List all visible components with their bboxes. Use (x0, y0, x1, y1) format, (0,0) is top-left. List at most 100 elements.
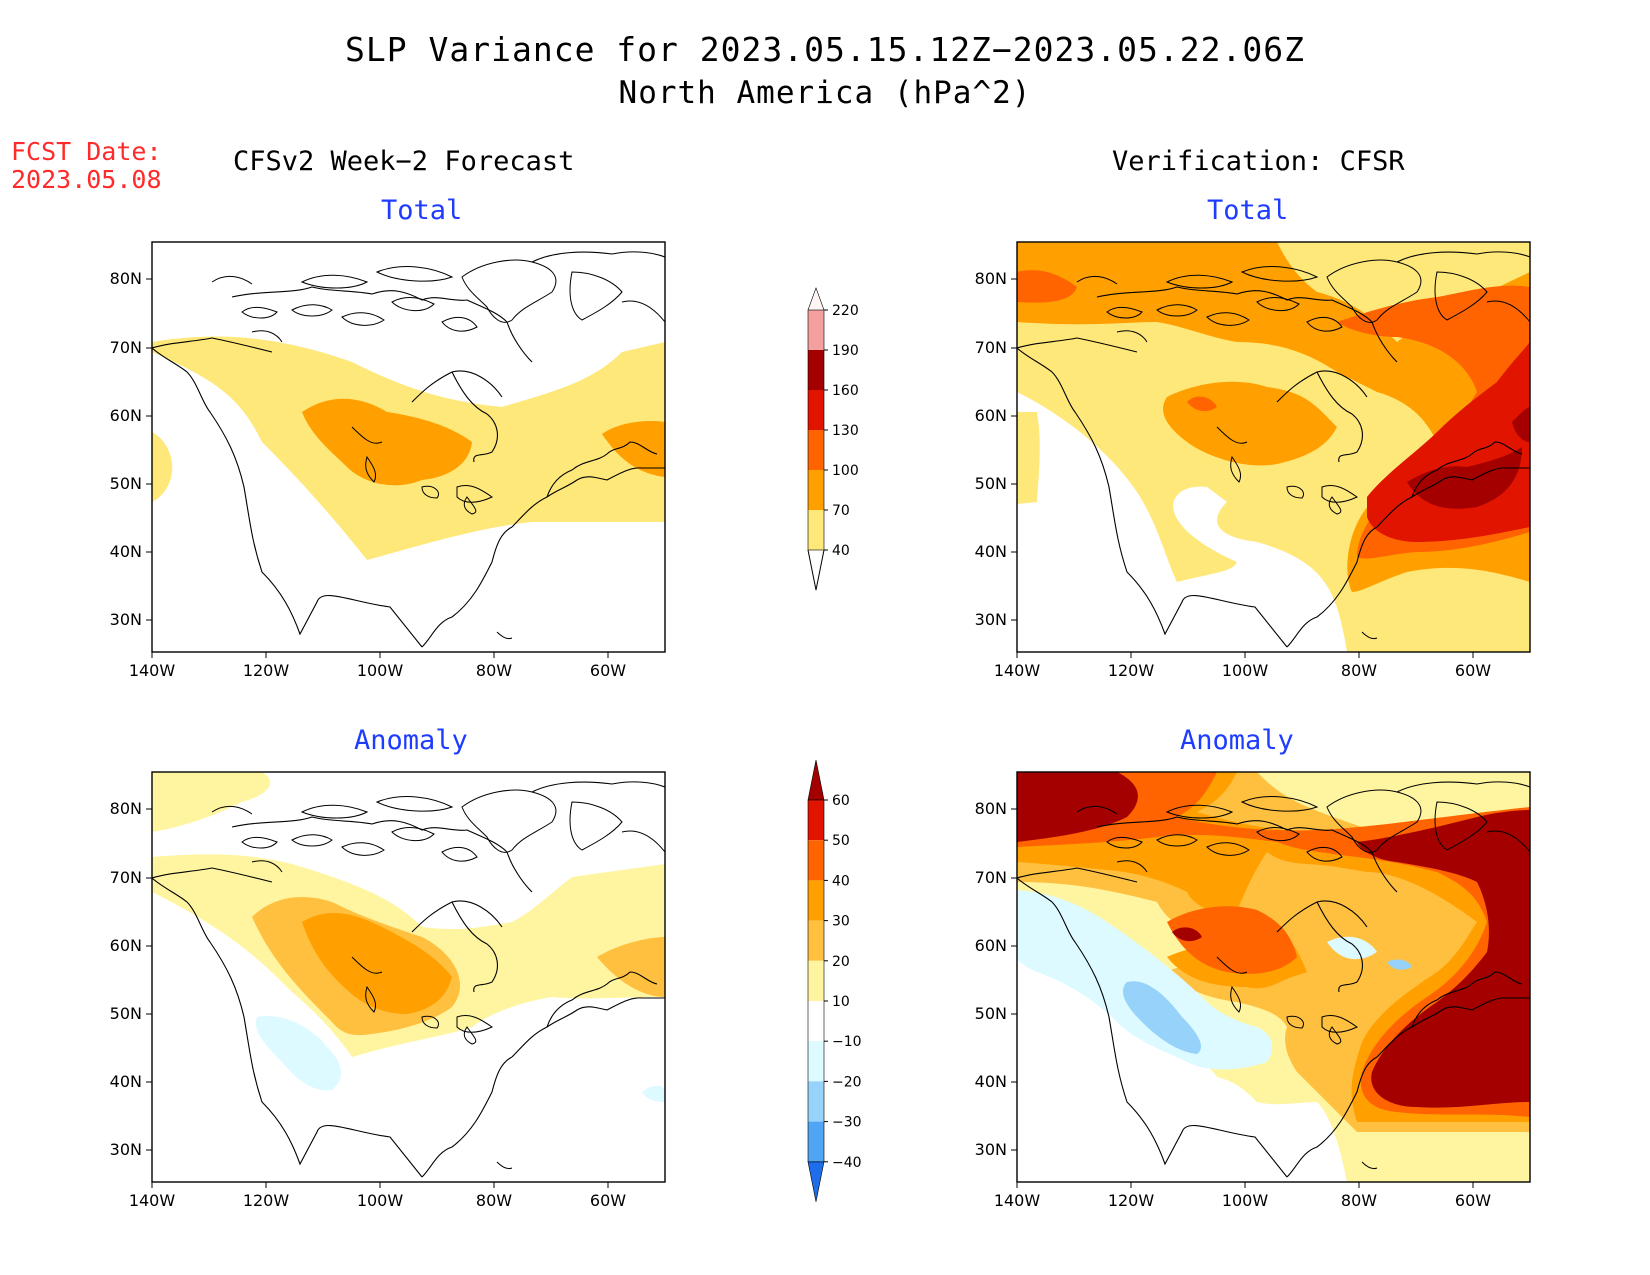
map-frame (1016, 241, 1531, 653)
lon-tick-label: 120W (243, 1191, 290, 1210)
column-title-verification: Verification: CFSR (1112, 146, 1405, 177)
colorbar-level-label: 40 (832, 873, 850, 889)
figure-title: SLP Variance for 2023.05.15.12Z−2023.05.… (345, 30, 1305, 69)
colorbar-level-label: 20 (832, 954, 850, 970)
colorbar-level-label: 220 (832, 303, 859, 319)
lat-tick-label: 30N (975, 610, 1007, 629)
panel-title-verif-anomaly: Anomaly (1180, 725, 1294, 756)
lat-tick-label: 40N (975, 542, 1007, 561)
lon-tick-label: 100W (1222, 1191, 1269, 1210)
colorbar-level-label: 50 (832, 833, 850, 849)
shaded-contour-region (1017, 412, 1040, 504)
lon-tick-label: 100W (1222, 661, 1269, 680)
map-forecast-total: 80N 70N 60N 50N 40N 30N 140W 120W 100W 80W 60W (110, 241, 666, 680)
fcst-label: FCST Date: (11, 137, 162, 166)
colorbar-swatch (808, 1121, 824, 1162)
shaded-contour-region (302, 912, 452, 1014)
map-frame (1016, 771, 1531, 1183)
map-verification-total: 80N 70N 60N 50N 40N 30N 140W 120W 100W 80W 60W (975, 241, 1531, 680)
shaded-contour-region (1167, 906, 1297, 974)
colorbar-level-label: 10 (832, 994, 850, 1010)
colorbar-level-label: −10 (832, 1034, 862, 1050)
shaded-contour-region (1387, 959, 1412, 970)
lat-tick-label: 60N (110, 936, 142, 955)
shaded-contour-region (1122, 981, 1202, 1054)
lat-tick-label: 60N (975, 406, 1007, 425)
colorbar-swatch (808, 1081, 824, 1122)
colorbar-level-label: 160 (832, 383, 859, 399)
lon-tick-label: 80W (1341, 1191, 1377, 1210)
colorbar-swatch (808, 430, 824, 470)
shaded-contour-region (152, 432, 173, 502)
lon-tick-label: 120W (1108, 1191, 1155, 1210)
lat-tick-label: 30N (110, 1140, 142, 1159)
lon-tick-label: 80W (1341, 661, 1377, 680)
lon-tick-label: 60W (590, 661, 626, 680)
shaded-contour-region (1187, 396, 1217, 412)
colorbar-total: 40 70 100 130 160 190 220 (807, 287, 859, 591)
lon-tick-label: 60W (1455, 661, 1491, 680)
shaded-contour-region (1327, 936, 1377, 960)
colorbar-swatch (808, 800, 824, 841)
lon-tick-label: 80W (476, 661, 512, 680)
panel-title-forecast-anomaly: Anomaly (354, 725, 468, 756)
lat-tick-label: 80N (975, 799, 1007, 818)
colorbar-level-label: 100 (832, 463, 859, 479)
lon-tick-label: 140W (994, 1191, 1041, 1210)
shaded-contour-region (302, 398, 472, 486)
shaded-contour-region (152, 772, 271, 832)
shaded-contour-region (597, 937, 665, 997)
lat-tick-label: 30N (975, 1140, 1007, 1159)
colorbar-level-label: 70 (832, 503, 850, 519)
colorbar-swatch (808, 1001, 824, 1042)
map-forecast-anomaly: 80N 70N 60N 50N 40N 30N 140W 120W 100W 80W 60W (110, 771, 666, 1210)
shaded-contour-region (602, 421, 665, 477)
map-frame (151, 241, 666, 653)
lat-tick-label: 80N (110, 799, 142, 818)
lat-tick-label: 50N (110, 1004, 142, 1023)
lat-tick-label: 50N (110, 474, 142, 493)
map-frame (151, 771, 666, 1183)
lat-tick-label: 40N (110, 1072, 142, 1091)
lon-tick-label: 60W (590, 1191, 626, 1210)
shaded-contour-region (256, 1016, 342, 1091)
colorbar-level-label: −30 (832, 1115, 862, 1131)
lat-tick-label: 60N (975, 936, 1007, 955)
colorbar-level-label: 190 (832, 343, 859, 359)
colorbar-swatch (808, 920, 824, 961)
colorbar-level-label: 60 (832, 793, 850, 809)
colorbar-swatch (808, 510, 824, 550)
colorbar-swatch (808, 840, 824, 881)
panel-title-verif-total: Total (1207, 195, 1289, 226)
lon-tick-label: 140W (994, 661, 1041, 680)
lat-tick-label: 70N (110, 338, 142, 357)
panel-title-forecast-total: Total (381, 195, 463, 226)
colorbar-swatch (808, 350, 824, 390)
lat-tick-label: 70N (110, 868, 142, 887)
column-title-forecast: CFSv2 Week−2 Forecast (233, 146, 575, 177)
lat-tick-label: 50N (975, 474, 1007, 493)
colorbar-swatch (808, 390, 824, 430)
fcst-date: 2023.05.08 (11, 165, 162, 194)
colorbar-level-label: −20 (832, 1074, 862, 1090)
lon-tick-label: 80W (476, 1191, 512, 1210)
colorbar-swatch (808, 310, 824, 350)
lon-tick-label: 100W (357, 1191, 404, 1210)
lat-tick-label: 40N (975, 1072, 1007, 1091)
lat-tick-label: 70N (975, 868, 1007, 887)
colorbar-anomaly: 60 50 40 30 20 10 −10 −20 −30 −40 (807, 759, 862, 1202)
shaded-contour-region (1172, 927, 1202, 942)
lon-tick-label: 120W (243, 661, 290, 680)
fcst-date-block: FCST Date: 2023.05.08 (11, 138, 162, 194)
colorbar-swatch (808, 470, 824, 510)
map-verification-anomaly: 80N 70N 60N 50N 40N 30N 140W 120W 100W 80W 60W (975, 771, 1531, 1210)
colorbar-level-label: 30 (832, 914, 850, 930)
shaded-contour-region (1512, 407, 1530, 442)
colorbar-swatch (808, 960, 824, 1001)
colorbar-swatch (808, 880, 824, 921)
lat-tick-label: 40N (110, 542, 142, 561)
colorbar-level-label: 40 (832, 543, 850, 559)
lat-tick-label: 70N (975, 338, 1007, 357)
lat-tick-label: 60N (110, 406, 142, 425)
